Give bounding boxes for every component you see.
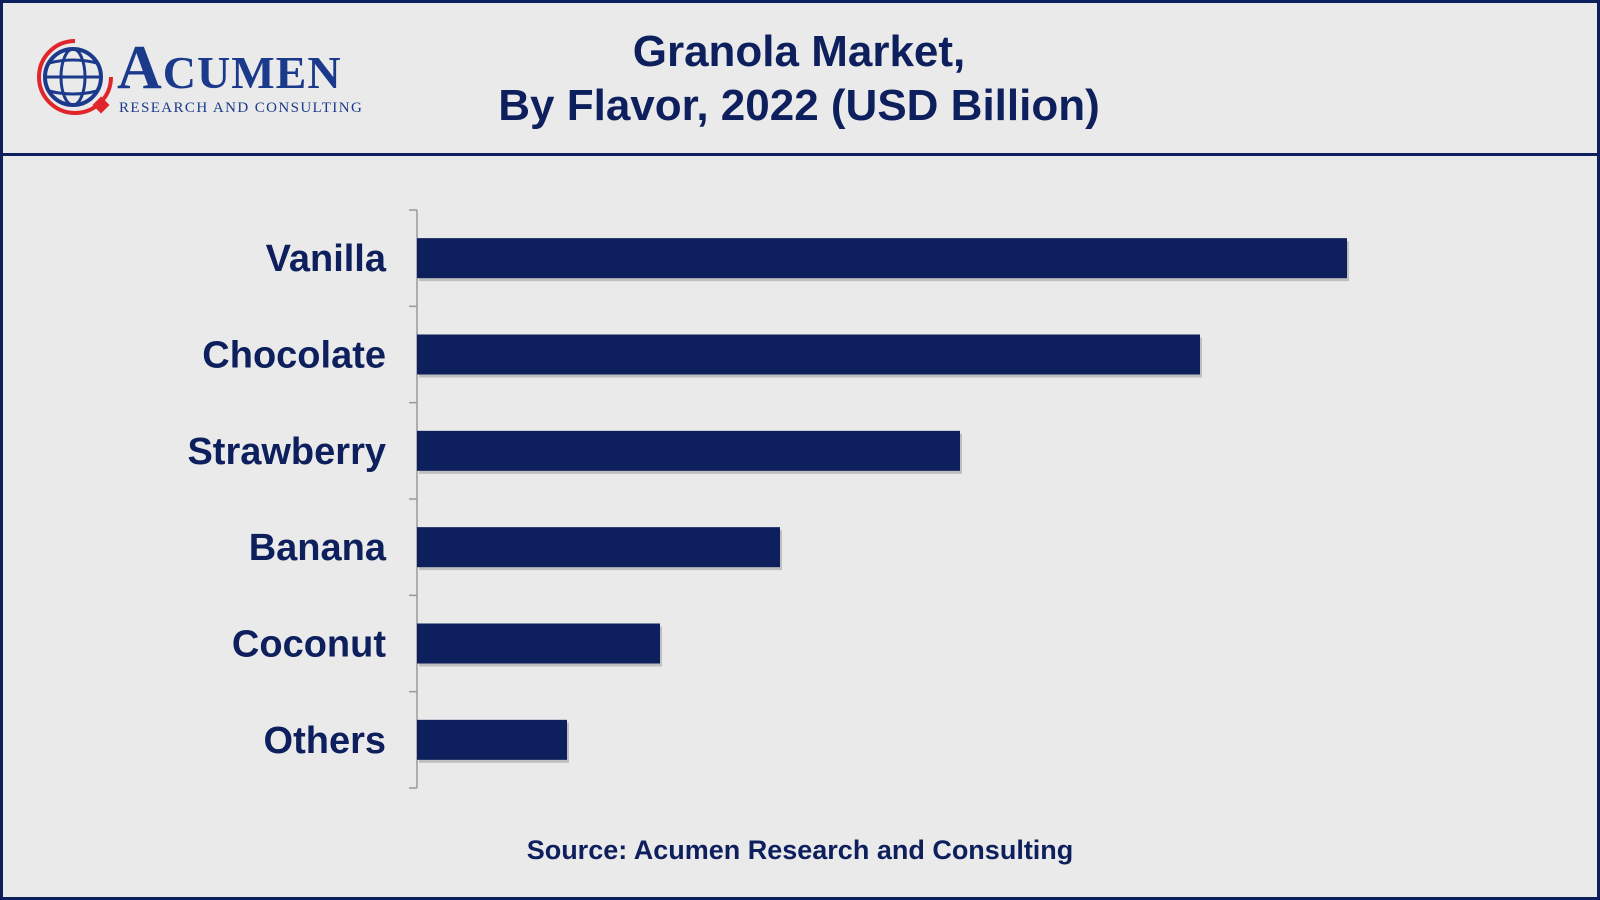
bar-strawberry — [417, 430, 960, 471]
category-label-vanilla: Vanilla — [266, 238, 387, 280]
bar-chart: Vanilla Chocolate Strawberry Banana Coconut O… — [187, 209, 1349, 789]
header: ACUMEN RESEARCH AND CONSULTING Granola M… — [3, 3, 1597, 156]
bar-chocolate — [417, 334, 1200, 375]
chart-title-line-1: Granola Market, — [632, 27, 966, 76]
category-label-others: Others — [264, 720, 386, 762]
bar-banana — [417, 527, 780, 568]
category-label-coconut: Coconut — [232, 624, 386, 666]
bar-others — [417, 719, 567, 760]
chart-title-line-2: By Flavor, 2022 (USD Billion) — [498, 81, 1100, 130]
logo-subtitle: RESEARCH AND CONSULTING — [119, 100, 364, 116]
logo-wordmark: ACUMEN — [117, 34, 342, 102]
category-label-strawberry: Strawberry — [187, 431, 386, 473]
bar-vanilla — [417, 238, 1347, 279]
logo: ACUMEN RESEARCH AND CONSULTING — [33, 35, 373, 125]
globe-icon — [37, 39, 113, 115]
bar-coconut — [417, 623, 660, 664]
category-label-chocolate: Chocolate — [202, 335, 386, 377]
chart-title: Granola Market, By Flavor, 2022 (USD Bil… — [393, 25, 1205, 133]
category-label-banana: Banana — [249, 527, 387, 569]
source-note: Source: Acumen Research and Consulting — [526, 835, 1074, 865]
